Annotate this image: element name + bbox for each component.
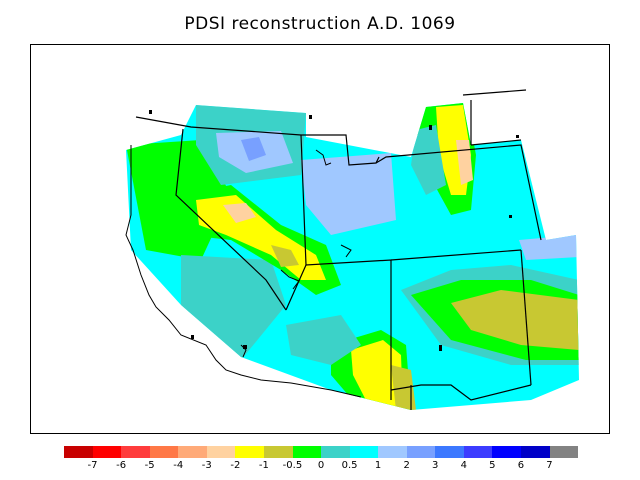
legend-label: 6 bbox=[517, 460, 525, 471]
legend-swatch bbox=[206, 446, 236, 458]
legend-swatch bbox=[292, 446, 322, 458]
lakes bbox=[149, 110, 519, 351]
legend-colorbar bbox=[64, 446, 579, 458]
legend-label: 5 bbox=[489, 460, 496, 471]
legend-swatch bbox=[321, 446, 350, 458]
legend-label: 7 bbox=[546, 460, 553, 471]
legend-label: -1 bbox=[258, 460, 269, 471]
legend-swatch bbox=[149, 446, 179, 458]
legend-swatch bbox=[64, 446, 93, 458]
legend-labels: -7 -6 -5 -4 -3 -2 -1 -0.5 0 0.5 1 2 3 4 5 6 7 bbox=[64, 460, 578, 474]
legend-swatch bbox=[549, 446, 579, 458]
legend-label: 1 bbox=[374, 460, 382, 471]
legend-label: -2 bbox=[230, 460, 241, 471]
legend-swatch bbox=[378, 446, 407, 458]
legend-swatch bbox=[492, 446, 521, 458]
legend-label: -0.5 bbox=[282, 460, 303, 471]
pdsi-map bbox=[125, 89, 579, 410]
map-frame bbox=[30, 44, 610, 434]
legend-label: 4 bbox=[460, 460, 467, 471]
legend-swatch bbox=[463, 446, 493, 458]
legend-swatch bbox=[263, 446, 293, 458]
legend-swatch bbox=[235, 446, 264, 458]
legend-label: 0.5 bbox=[341, 460, 358, 471]
legend-swatch bbox=[406, 446, 436, 458]
chart-title: PDSI reconstruction A.D. 1069 bbox=[184, 14, 456, 34]
legend-label: -5 bbox=[144, 460, 155, 471]
legend-swatch bbox=[435, 446, 464, 458]
legend-label: -4 bbox=[173, 460, 184, 471]
legend-label: -3 bbox=[201, 460, 212, 471]
pdsi-field bbox=[126, 103, 579, 410]
legend-label: -6 bbox=[116, 460, 127, 471]
legend-label: 0 bbox=[317, 460, 325, 471]
state-boundaries bbox=[135, 89, 542, 410]
legend-label: 2 bbox=[403, 460, 410, 471]
legend-label: -7 bbox=[87, 460, 98, 471]
coastline bbox=[125, 145, 362, 398]
legend-label: 3 bbox=[432, 460, 439, 471]
color-legend: -7 -6 -5 -4 -3 -2 -1 -0.5 0 0.5 1 2 3 4 5 6 7 bbox=[64, 446, 579, 476]
legend-swatch bbox=[92, 446, 122, 458]
legend-swatch bbox=[349, 446, 379, 458]
legend-swatch bbox=[521, 446, 550, 458]
legend-swatch bbox=[178, 446, 207, 458]
legend-swatch bbox=[121, 446, 150, 458]
